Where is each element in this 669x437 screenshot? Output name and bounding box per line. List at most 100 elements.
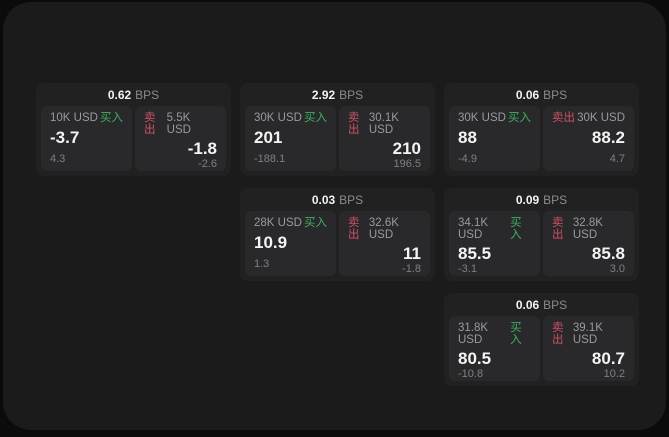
buy-value: 201 <box>254 127 283 147</box>
buy-tag: 买入 <box>510 217 522 241</box>
sell-value: 88.2 <box>591 127 625 147</box>
bps-unit-label: BPS <box>339 87 364 102</box>
sell-panel-top: 卖出 32.8K USD <box>552 217 625 241</box>
card-header: 2.92 BPS <box>240 83 435 106</box>
buy-panel[interactable]: 30K USD 买入 201 -188.1 <box>245 106 336 171</box>
sell-tag: 卖出 <box>552 217 564 241</box>
sell-value: 11 <box>403 244 421 263</box>
buy-panel-top: 30K USD 买入 <box>458 112 531 125</box>
buy-amount: 30K USD <box>254 112 302 124</box>
buy-tag: 买入 <box>304 112 327 124</box>
sell-amount: 30K USD <box>577 112 625 124</box>
sell-value: -1.8 <box>187 139 217 158</box>
sell-panel[interactable]: 卖出 30K USD 88.2 4.7 <box>543 106 634 171</box>
bps-value: 2.92 <box>311 87 336 102</box>
buy-delta: -188.1 <box>254 153 286 165</box>
buy-panel[interactable]: 28K USD 买入 10.9 1.3 <box>245 211 336 276</box>
sell-tag: 卖出 <box>552 112 575 124</box>
buy-panel[interactable]: 31.8K USD 买入 80.5 -10.8 <box>449 316 540 381</box>
sell-amount: 32.6K USD <box>368 217 399 241</box>
buy-panel-top: 30K USD 买入 <box>254 112 327 125</box>
sell-panel-top: 卖出 32.6K USD <box>348 217 421 241</box>
sell-panel-top: 卖出 39.1K USD <box>552 322 625 346</box>
card-header: 0.03 BPS <box>240 188 435 211</box>
sell-delta: -2.6 <box>198 157 217 170</box>
sell-amount: 5.5K USD <box>166 112 191 136</box>
buy-value: -3.7 <box>50 127 80 147</box>
bps-unit-label: BPS <box>135 87 160 102</box>
quote-card: 0.03 BPS 28K USD 买入 10.9 1.3 卖出 32.6K US… <box>240 188 435 281</box>
sell-tag: 卖出 <box>348 217 360 241</box>
quote-card: 0.62 BPS 10K USD 买入 -3.7 4.3 卖出 5.5K USD… <box>36 83 231 176</box>
sell-amount: 32.8K USD <box>572 217 603 241</box>
card-header: 0.06 BPS <box>444 293 639 316</box>
sell-panel[interactable]: 卖出 30.1K USD 210 196.5 <box>339 106 430 171</box>
buy-tag: 买入 <box>510 322 522 346</box>
sell-panel[interactable]: 卖出 5.5K USD -1.8 -2.6 <box>135 106 226 171</box>
buy-panel-top: 34.1K USD 买入 <box>458 217 531 241</box>
buy-delta: -3.1 <box>458 262 477 275</box>
buy-amount: 31.8K USD <box>458 322 489 346</box>
sell-value: 80.7 <box>591 349 625 368</box>
buy-panel-top: 28K USD 买入 <box>254 217 327 230</box>
buy-delta: 1.3 <box>254 258 270 270</box>
app-window: 0.62 BPS 10K USD 买入 -3.7 4.3 卖出 5.5K USD… <box>3 2 666 430</box>
quote-card: 2.92 BPS 30K USD 买入 201 -188.1 卖出 30.1K … <box>240 83 435 176</box>
quote-panels: 10K USD 买入 -3.7 4.3 卖出 5.5K USD -1.8 -2.… <box>36 106 231 171</box>
buy-panel-top: 10K USD 买入 <box>50 112 123 125</box>
sell-tag: 卖出 <box>348 112 360 136</box>
bps-value: 0.03 <box>311 192 336 207</box>
sell-panel-top: 卖出 5.5K USD <box>144 112 217 136</box>
buy-amount: 34.1K USD <box>458 217 489 241</box>
buy-panel[interactable]: 34.1K USD 买入 85.5 -3.1 <box>449 211 540 276</box>
card-header: 0.09 BPS <box>444 188 639 211</box>
buy-amount: 28K USD <box>254 217 302 229</box>
card-header: 0.62 BPS <box>36 83 231 106</box>
sell-amount: 30.1K USD <box>368 112 399 136</box>
buy-value: 80.5 <box>458 349 492 368</box>
quote-panels: 30K USD 买入 201 -188.1 卖出 30.1K USD 210 1… <box>240 106 435 171</box>
sell-value: 85.8 <box>591 244 625 263</box>
sell-panel-top: 卖出 30K USD <box>552 112 625 125</box>
quote-card: 0.06 BPS 30K USD 买入 88 -4.9 卖出 30K USD 8… <box>444 83 639 176</box>
sell-delta: 4.7 <box>609 153 625 165</box>
sell-delta: -1.8 <box>402 262 421 275</box>
bps-value: 0.06 <box>515 297 540 312</box>
sell-tag: 卖出 <box>144 112 156 136</box>
bps-unit-label: BPS <box>543 192 568 207</box>
bps-value: 0.62 <box>107 87 132 102</box>
sell-tag: 卖出 <box>552 322 564 346</box>
sell-delta: 196.5 <box>393 157 421 170</box>
sell-value: 210 <box>392 139 421 158</box>
buy-panel[interactable]: 10K USD 买入 -3.7 4.3 <box>41 106 132 171</box>
sell-panel[interactable]: 卖出 32.8K USD 85.8 3.0 <box>543 211 634 276</box>
quote-panels: 34.1K USD 买入 85.5 -3.1 卖出 32.8K USD 85.8… <box>444 211 639 276</box>
buy-tag: 买入 <box>508 112 531 124</box>
sell-panel-top: 卖出 30.1K USD <box>348 112 421 136</box>
card-header: 0.06 BPS <box>444 83 639 106</box>
buy-value: 85.5 <box>458 244 492 263</box>
buy-panel[interactable]: 30K USD 买入 88 -4.9 <box>449 106 540 171</box>
buy-delta: 4.3 <box>50 153 66 165</box>
buy-amount: 10K USD <box>50 112 98 124</box>
quote-panels: 30K USD 买入 88 -4.9 卖出 30K USD 88.2 4.7 <box>444 106 639 171</box>
buy-panel-top: 31.8K USD 买入 <box>458 322 531 346</box>
sell-panel[interactable]: 卖出 32.6K USD 11 -1.8 <box>339 211 430 276</box>
buy-tag: 买入 <box>304 217 327 229</box>
sell-delta: 3.0 <box>609 262 625 275</box>
buy-delta: -10.8 <box>458 367 484 380</box>
quote-panels: 28K USD 买入 10.9 1.3 卖出 32.6K USD 11 -1.8 <box>240 211 435 276</box>
quote-panels: 31.8K USD 买入 80.5 -10.8 卖出 39.1K USD 80.… <box>444 316 639 381</box>
quote-card: 0.06 BPS 31.8K USD 买入 80.5 -10.8 卖出 39.1… <box>444 293 639 386</box>
bps-unit-label: BPS <box>543 87 568 102</box>
bps-unit-label: BPS <box>543 297 568 312</box>
quote-card: 0.09 BPS 34.1K USD 买入 85.5 -3.1 卖出 32.8K… <box>444 188 639 281</box>
bps-unit-label: BPS <box>339 192 364 207</box>
sell-panel[interactable]: 卖出 39.1K USD 80.7 10.2 <box>543 316 634 381</box>
bps-value: 0.09 <box>515 192 540 207</box>
buy-delta: -4.9 <box>458 153 477 165</box>
sell-delta: 10.2 <box>603 367 625 380</box>
buy-value: 10.9 <box>254 232 288 252</box>
bps-value: 0.06 <box>515 87 540 102</box>
buy-amount: 30K USD <box>458 112 506 124</box>
